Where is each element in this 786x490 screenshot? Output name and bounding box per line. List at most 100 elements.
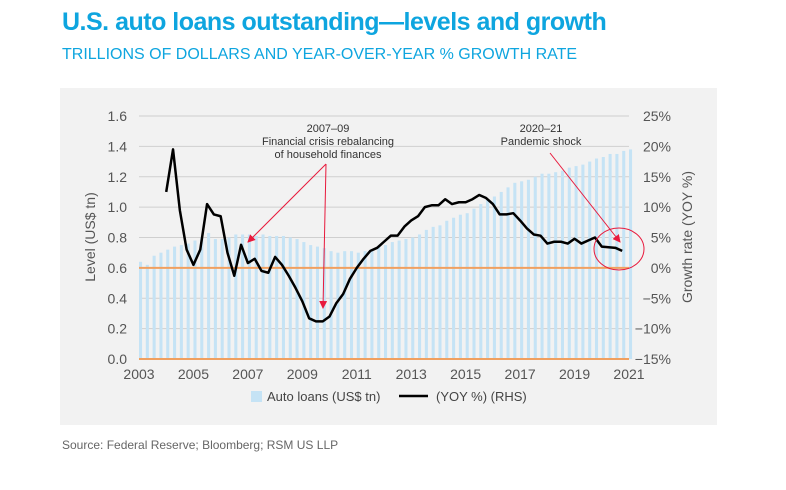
bar [363, 251, 367, 359]
bar [452, 217, 456, 359]
annotation-text: of household finances [274, 149, 382, 161]
bar [166, 249, 170, 359]
annotation-text: Pandemic shock [501, 136, 582, 148]
y2-axis-title: Growth rate (YOY %) [679, 171, 695, 303]
bar [356, 252, 360, 359]
bar [139, 261, 143, 359]
source-note: Source: Federal Reserve; Bloomberg; RSM … [62, 438, 339, 452]
bar [445, 220, 449, 359]
x-tick-label: 2017 [505, 366, 536, 382]
x-tick-label: 2015 [450, 366, 481, 382]
bar [472, 208, 476, 359]
chart-subtitle: TRILLIONS OF DOLLARS AND YEAR-OVER-YEAR … [62, 46, 578, 63]
bar [315, 246, 320, 359]
bar [241, 234, 245, 359]
x-tick-label: 2021 [613, 366, 644, 382]
bar [526, 179, 530, 359]
annotation-arrow [549, 152, 621, 243]
annotation-text: 2020–21 [520, 123, 563, 135]
x-tick-label: 2005 [178, 366, 209, 382]
bar [261, 234, 265, 359]
bar [492, 196, 496, 359]
bar [207, 232, 211, 359]
bar [302, 242, 306, 359]
x-tick-label: 2009 [287, 366, 318, 382]
y-tick-label: 0.4 [108, 290, 128, 306]
legend-bar-label: Auto loans (US$ tn) [267, 389, 380, 404]
x-tick-label: 2019 [559, 366, 590, 382]
y-tick-label: 1.6 [108, 108, 128, 124]
annotation-text: 2007–09 [307, 123, 350, 135]
y2-tick-label: 0% [651, 260, 671, 276]
legend-line-label: (YOY %) (RHS) [436, 389, 527, 404]
bar [152, 255, 156, 359]
bar [179, 245, 183, 359]
bar [247, 234, 251, 359]
bar [145, 264, 149, 359]
bar [615, 153, 619, 359]
bar [213, 239, 217, 359]
bar [581, 164, 585, 359]
bar [227, 237, 231, 359]
bar [608, 153, 612, 359]
y2-tick-label: −10% [635, 321, 671, 337]
bar [588, 161, 592, 359]
bar [465, 213, 469, 359]
bar [193, 240, 197, 359]
bar [159, 252, 163, 359]
yoy-line [164, 148, 623, 323]
bar [479, 204, 483, 359]
bar [438, 225, 442, 359]
bar [431, 226, 435, 359]
bar [281, 235, 285, 359]
bar [309, 245, 313, 359]
bar [418, 234, 422, 359]
bar [200, 237, 204, 359]
bar [499, 191, 503, 359]
annotation-arrow [247, 163, 327, 243]
bar [554, 172, 558, 359]
bar [513, 182, 517, 359]
y2-tick-label: 20% [643, 138, 671, 154]
y2-tick-label: 25% [643, 108, 671, 124]
x-tick-label: 2003 [123, 366, 154, 382]
bar [186, 243, 190, 359]
bar [520, 181, 524, 359]
bar [329, 251, 333, 359]
y2-tick-label: −5% [643, 290, 671, 306]
annotation-text: Financial crisis rebalancing [262, 136, 394, 148]
bar [397, 240, 401, 359]
legend-bar-swatch [251, 391, 262, 402]
bar [506, 187, 510, 359]
bar [540, 173, 544, 359]
bar [377, 246, 381, 359]
y-tick-label: 0.6 [108, 260, 128, 276]
y-tick-label: 0.8 [108, 230, 128, 246]
bar [254, 235, 258, 359]
y-tick-label: 0.0 [108, 351, 128, 367]
y-tick-label: 0.2 [108, 321, 128, 337]
bar [560, 170, 565, 359]
y2-tick-label: −15% [635, 351, 671, 367]
y-tick-label: 1.0 [108, 199, 128, 215]
bar [370, 249, 374, 359]
bar [268, 235, 272, 359]
bar [567, 167, 571, 359]
y-tick-label: 1.2 [108, 169, 128, 185]
bar [390, 242, 394, 359]
bar [234, 234, 238, 359]
bar [288, 237, 292, 359]
y-axis-title: Level (US$ tn) [82, 192, 98, 281]
bar [411, 237, 415, 359]
x-tick-label: 2013 [396, 366, 427, 382]
annotation-circle [593, 227, 645, 271]
bar [601, 157, 605, 359]
bar [547, 173, 551, 359]
x-tick-label: 2007 [232, 366, 263, 382]
x-tick-label: 2011 [342, 366, 372, 382]
bar [295, 239, 299, 359]
bar [458, 214, 462, 359]
bar [336, 252, 340, 359]
bar [384, 245, 388, 359]
bar [220, 239, 224, 359]
